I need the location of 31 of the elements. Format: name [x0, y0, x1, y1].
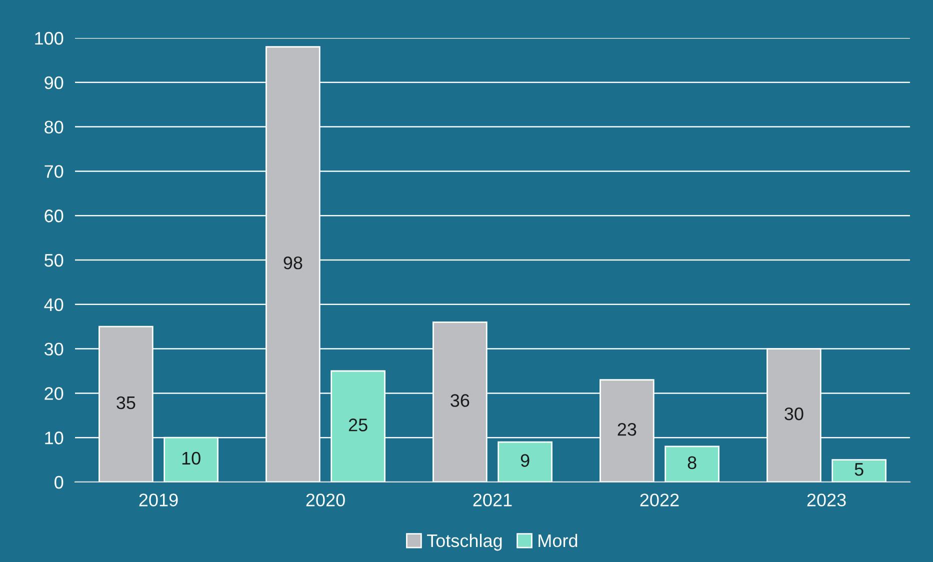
y-tick-label: 100 — [35, 32, 64, 45]
bar — [498, 441, 552, 482]
y-tick-label: 70 — [44, 165, 64, 178]
y-tick-label: 20 — [44, 387, 64, 400]
x-tick-label: 2023 — [807, 494, 846, 506]
x-tick-label: 2021 — [473, 494, 512, 506]
x-tick-label: 2022 — [640, 494, 679, 506]
x-tick-label: 2020 — [306, 494, 345, 506]
data-label: 98 — [284, 256, 302, 270]
data-label: 36 — [450, 394, 470, 407]
data-label: 30 — [784, 407, 804, 420]
data-label: 25 — [348, 418, 368, 432]
y-tick-label: 80 — [44, 120, 64, 134]
data-label: 8 — [688, 456, 696, 470]
data-label: 23 — [618, 423, 636, 436]
legend-label: Mord — [538, 534, 578, 548]
y-tick-label: 40 — [44, 298, 64, 312]
data-label: 35 — [116, 396, 136, 410]
y-tick-label: 0 — [54, 476, 64, 489]
bar — [664, 446, 720, 482]
x-tick-label: 2019 — [139, 494, 178, 506]
legend-label: Totschlag — [426, 534, 502, 551]
y-tick-label: 10 — [45, 432, 64, 444]
y-tick-label: 60 — [44, 210, 64, 222]
data-label: 9 — [520, 454, 530, 467]
y-tick-label: 50 — [44, 254, 64, 267]
data-label: 10 — [182, 452, 200, 465]
y-tick-label: 30 — [44, 342, 64, 356]
bar — [832, 459, 886, 482]
y-tick-label: 90 — [44, 76, 64, 90]
data-label: 5 — [854, 463, 864, 476]
